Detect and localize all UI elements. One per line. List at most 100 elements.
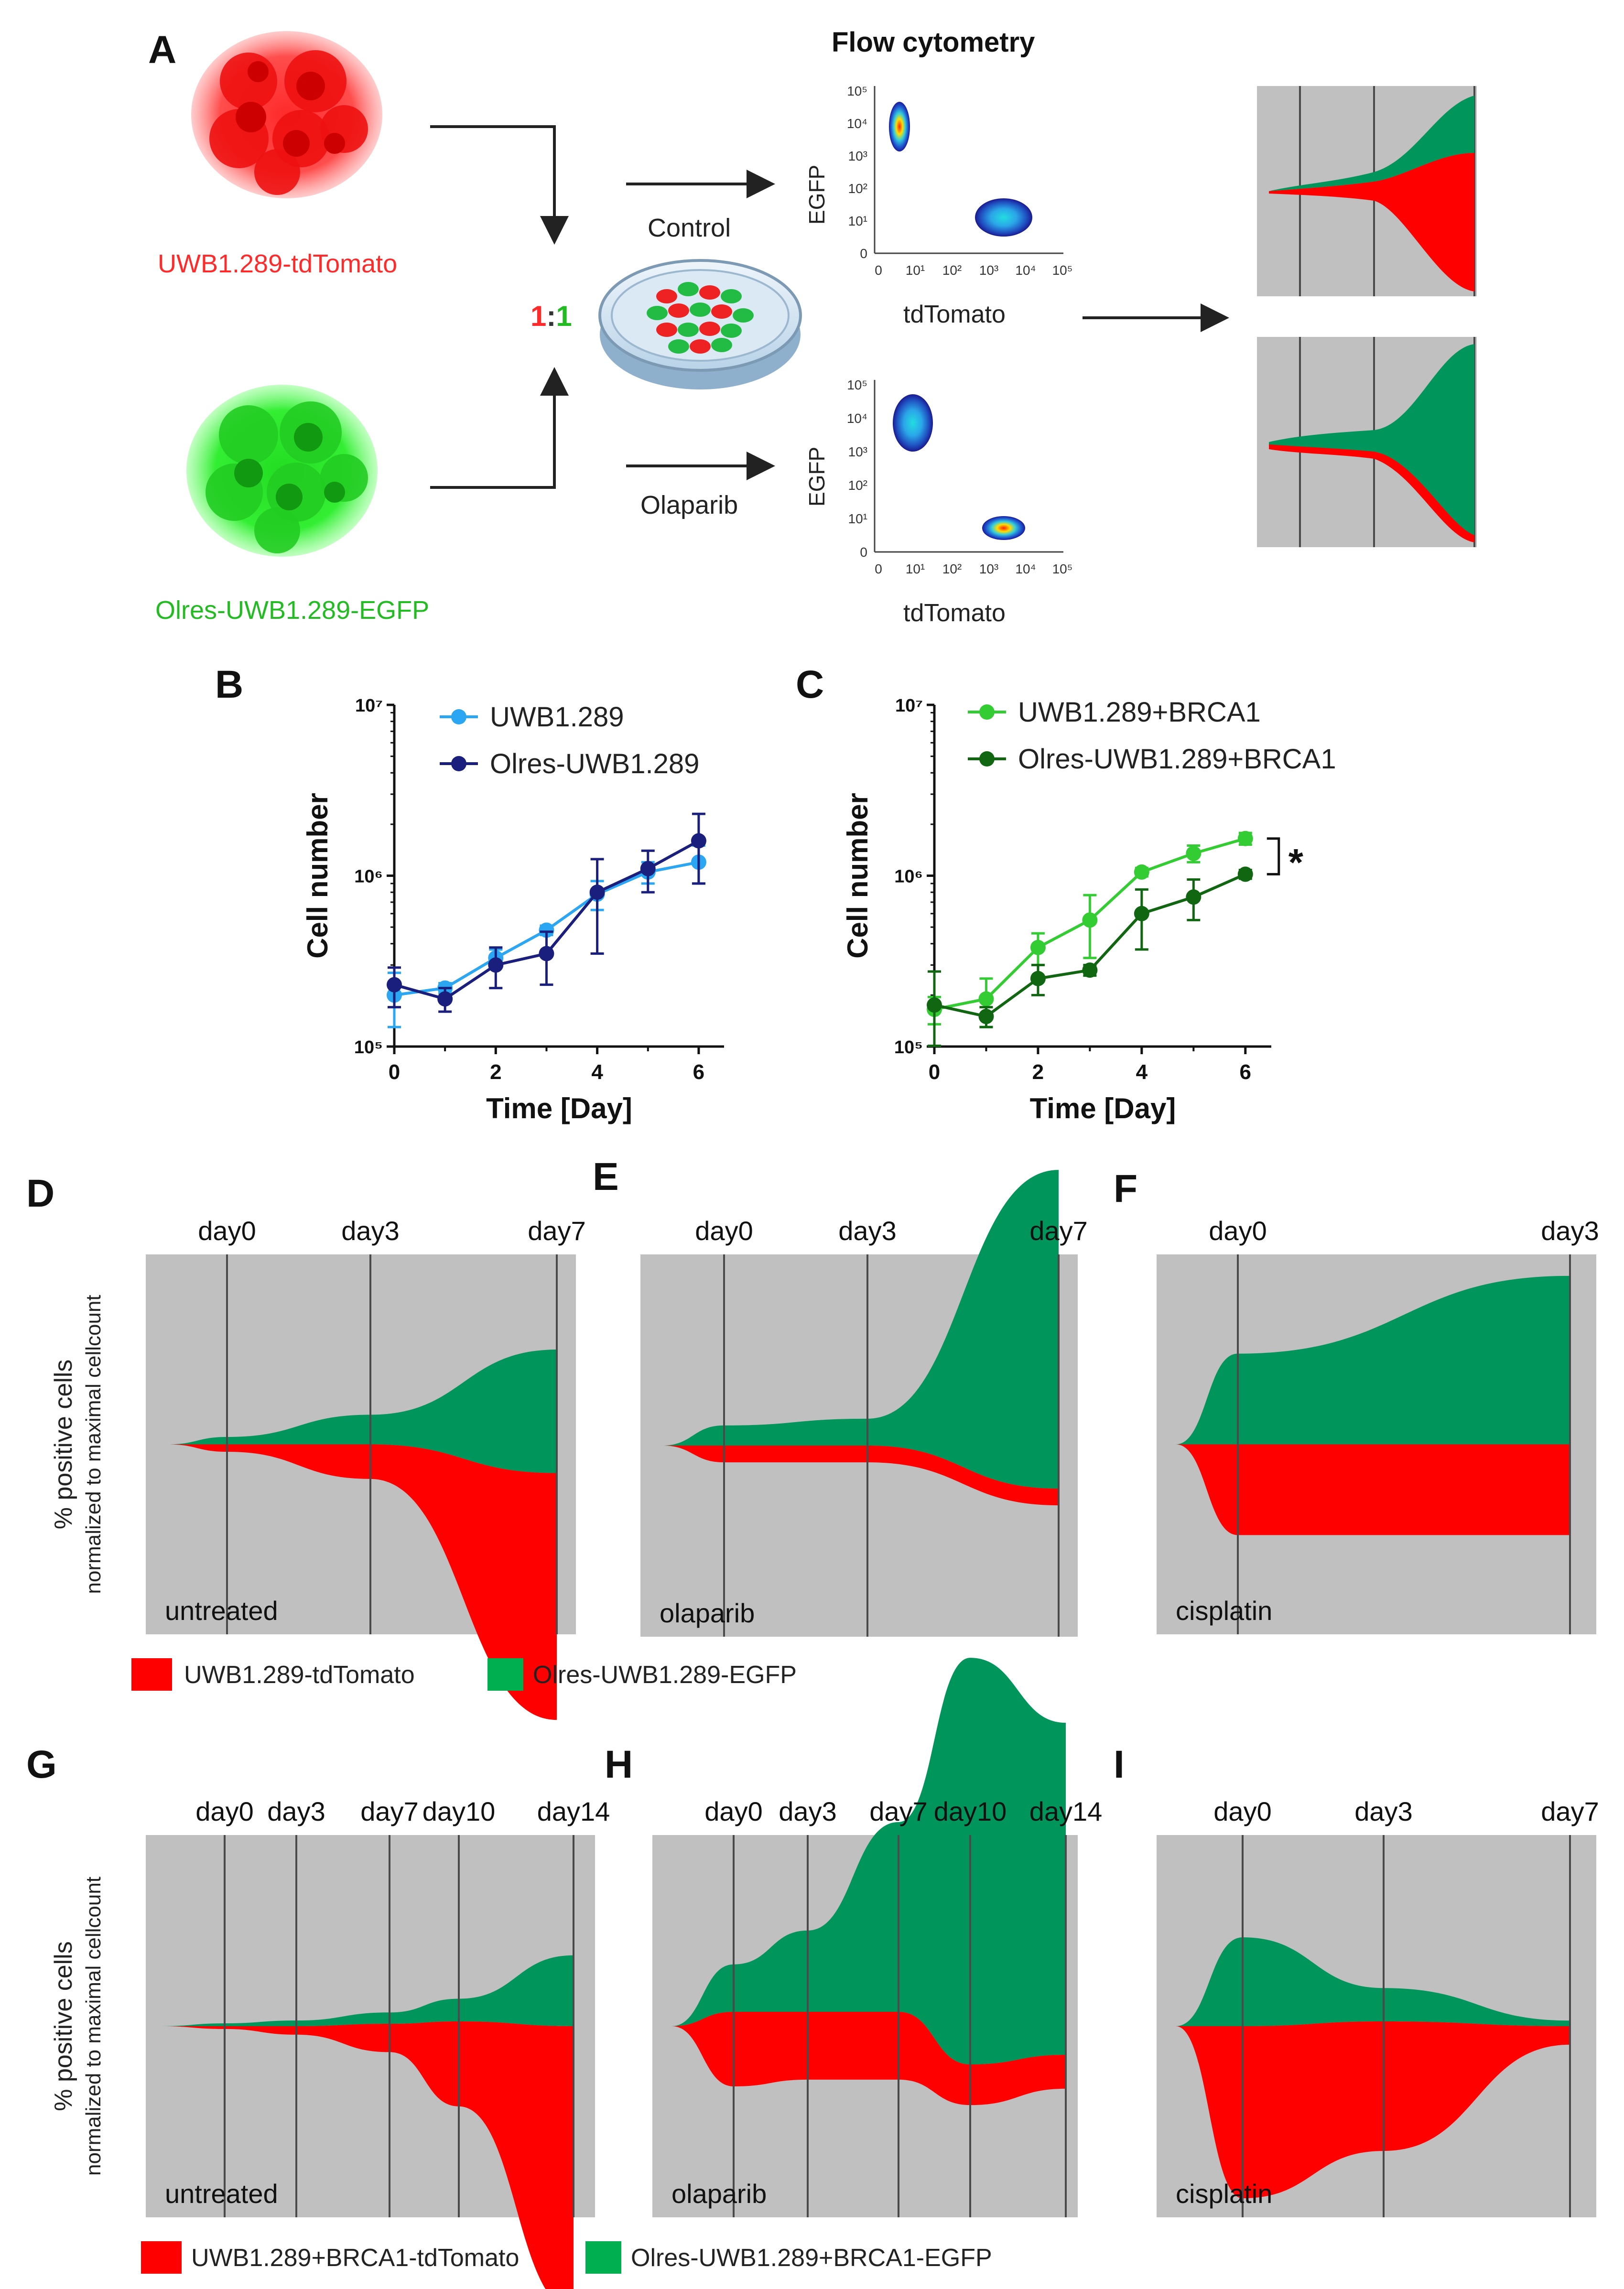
- flow-population-tomato: [975, 198, 1032, 237]
- treatment-label: cisplatin: [1176, 2179, 1272, 2209]
- data-point: [1134, 864, 1149, 880]
- legend-ghi: UWB1.289+BRCA1-tdTomato Olres-UWB1.289+B…: [141, 2241, 992, 2274]
- day-label: day14: [537, 1796, 610, 1826]
- flow-tdtomato-axis-label: tdTomato: [903, 301, 1006, 328]
- data-point: [1186, 845, 1202, 861]
- flow-y-tick-label: 10¹: [848, 511, 867, 526]
- flow-x-tick-label: 10⁴: [1015, 263, 1036, 278]
- treatment-label: untreated: [165, 1596, 278, 1626]
- control-label: Control: [648, 214, 731, 242]
- x-tick-label: 4: [591, 1060, 603, 1084]
- dish-cell: [721, 289, 742, 303]
- data-point: [1237, 866, 1253, 882]
- day-label: day0: [195, 1796, 253, 1826]
- legend-label-tomato: UWB1.289-tdTomato: [184, 1661, 415, 1689]
- y-axis-label: % positive cells: [50, 1941, 77, 2111]
- day-label: day7: [528, 1216, 585, 1246]
- treatment-label: olaparib: [671, 2179, 767, 2209]
- legend-marker: [979, 751, 995, 767]
- fish-area-tomato: [1176, 1444, 1570, 1535]
- data-point: [691, 833, 706, 849]
- flow-y-tick-label: 0: [860, 246, 867, 261]
- data-point: [1082, 962, 1098, 978]
- flow-x-tick-label: 10³: [979, 561, 998, 576]
- flow-egfp-axis-label: EGFP: [804, 165, 829, 225]
- arrow-tomato-to-mix: [430, 125, 569, 245]
- data-point: [539, 922, 554, 938]
- flow-x-tick-label: 10⁵: [1052, 561, 1073, 576]
- legend-label: UWB1.289+BRCA1: [1018, 697, 1261, 728]
- legend-label-egfp: Olres-UWB1.289+BRCA1-EGFP: [631, 2244, 992, 2272]
- y-tick-label: 10⁶: [894, 867, 923, 887]
- data-point: [1030, 939, 1046, 955]
- y-tick-label: 10⁶: [354, 867, 383, 887]
- data-point: [1134, 906, 1149, 921]
- flow-y-tick-label: 10⁴: [847, 116, 867, 131]
- legend-swatch-tomato: [141, 2241, 182, 2274]
- flow-x-tick-label: 10²: [942, 263, 962, 278]
- tomato-cell-label: UWB1.289-tdTomato: [158, 249, 397, 278]
- y-tick-label: 10⁷: [895, 696, 923, 716]
- treatment-label: untreated: [165, 2179, 278, 2209]
- fish-area-tomato: [160, 2021, 574, 2289]
- data-point: [387, 977, 402, 993]
- flow-x-tick-label: 10²: [942, 561, 962, 576]
- flow-y-tick-label: 10²: [848, 181, 867, 196]
- day-label: day0: [704, 1796, 762, 1826]
- day-label: day10: [422, 1796, 496, 1826]
- day-label: day3: [1541, 1216, 1599, 1246]
- day-label: day3: [267, 1796, 325, 1826]
- treatment-label: cisplatin: [1176, 1596, 1272, 1626]
- day-label: day10: [934, 1796, 1007, 1826]
- flow-y-tick-label: 10⁵: [847, 84, 867, 98]
- legend-def: UWB1.289-tdTomato Olres-UWB1.289-EGFP: [131, 1658, 797, 1691]
- tomato-cell-cluster: [191, 31, 382, 198]
- day-label: day7: [360, 1796, 418, 1826]
- x-axis-label: Time [Day]: [486, 1092, 632, 1124]
- dish-cell: [721, 324, 742, 338]
- flow-y-tick-label: 10¹: [848, 214, 867, 228]
- flow-y-tick-label: 0: [860, 545, 867, 560]
- y-axis-sublabel: normalized to maximal cellcount: [82, 1295, 105, 1594]
- flow-x-tick-label: 0: [875, 263, 882, 278]
- day-label: day3: [838, 1216, 896, 1246]
- flow-y-tick-label: 10⁵: [847, 378, 867, 392]
- y-tick-label: 10⁵: [894, 1037, 923, 1058]
- fish-area-egfp: [160, 1955, 574, 2026]
- day-label: day3: [341, 1216, 399, 1246]
- dish-cell: [699, 285, 720, 300]
- panel-label-b: B: [215, 663, 243, 706]
- y-tick-label: 10⁷: [355, 696, 383, 716]
- legend-swatch-egfp: [585, 2241, 621, 2274]
- egfp-cell-cluster: [186, 385, 378, 557]
- day-label: day0: [695, 1216, 753, 1246]
- x-tick-label: 2: [1032, 1060, 1044, 1084]
- legend-marker: [979, 704, 995, 720]
- data-point: [978, 1009, 994, 1025]
- fish-area-tomato: [1176, 2021, 1570, 2199]
- day-label: day3: [779, 1796, 836, 1826]
- y-axis-sublabel: normalized to maximal cellcount: [82, 1877, 105, 2176]
- x-tick-label: 0: [389, 1060, 400, 1084]
- legend-marker: [451, 709, 466, 724]
- flow-x-tick-label: 10⁵: [1052, 263, 1073, 278]
- data-point: [488, 957, 504, 973]
- legend-label-tomato: UWB1.289+BRCA1-tdTomato: [191, 2244, 519, 2272]
- fish-area-egfp: [671, 1658, 1066, 2064]
- legend-swatch-egfp: [487, 1658, 523, 1691]
- day-label: day14: [1029, 1796, 1103, 1826]
- day-label: day7: [1541, 1796, 1599, 1826]
- treatment-label: olaparib: [660, 1598, 755, 1628]
- dish-cell: [678, 323, 699, 337]
- dish-cell: [647, 306, 668, 320]
- flow-y-tick-label: 10³: [848, 444, 867, 459]
- panel-label-e: E: [593, 1155, 619, 1198]
- legend-label: UWB1.289: [490, 702, 624, 733]
- y-axis-label: % positive cells: [50, 1360, 77, 1529]
- y-tick-label: 10⁵: [354, 1037, 383, 1058]
